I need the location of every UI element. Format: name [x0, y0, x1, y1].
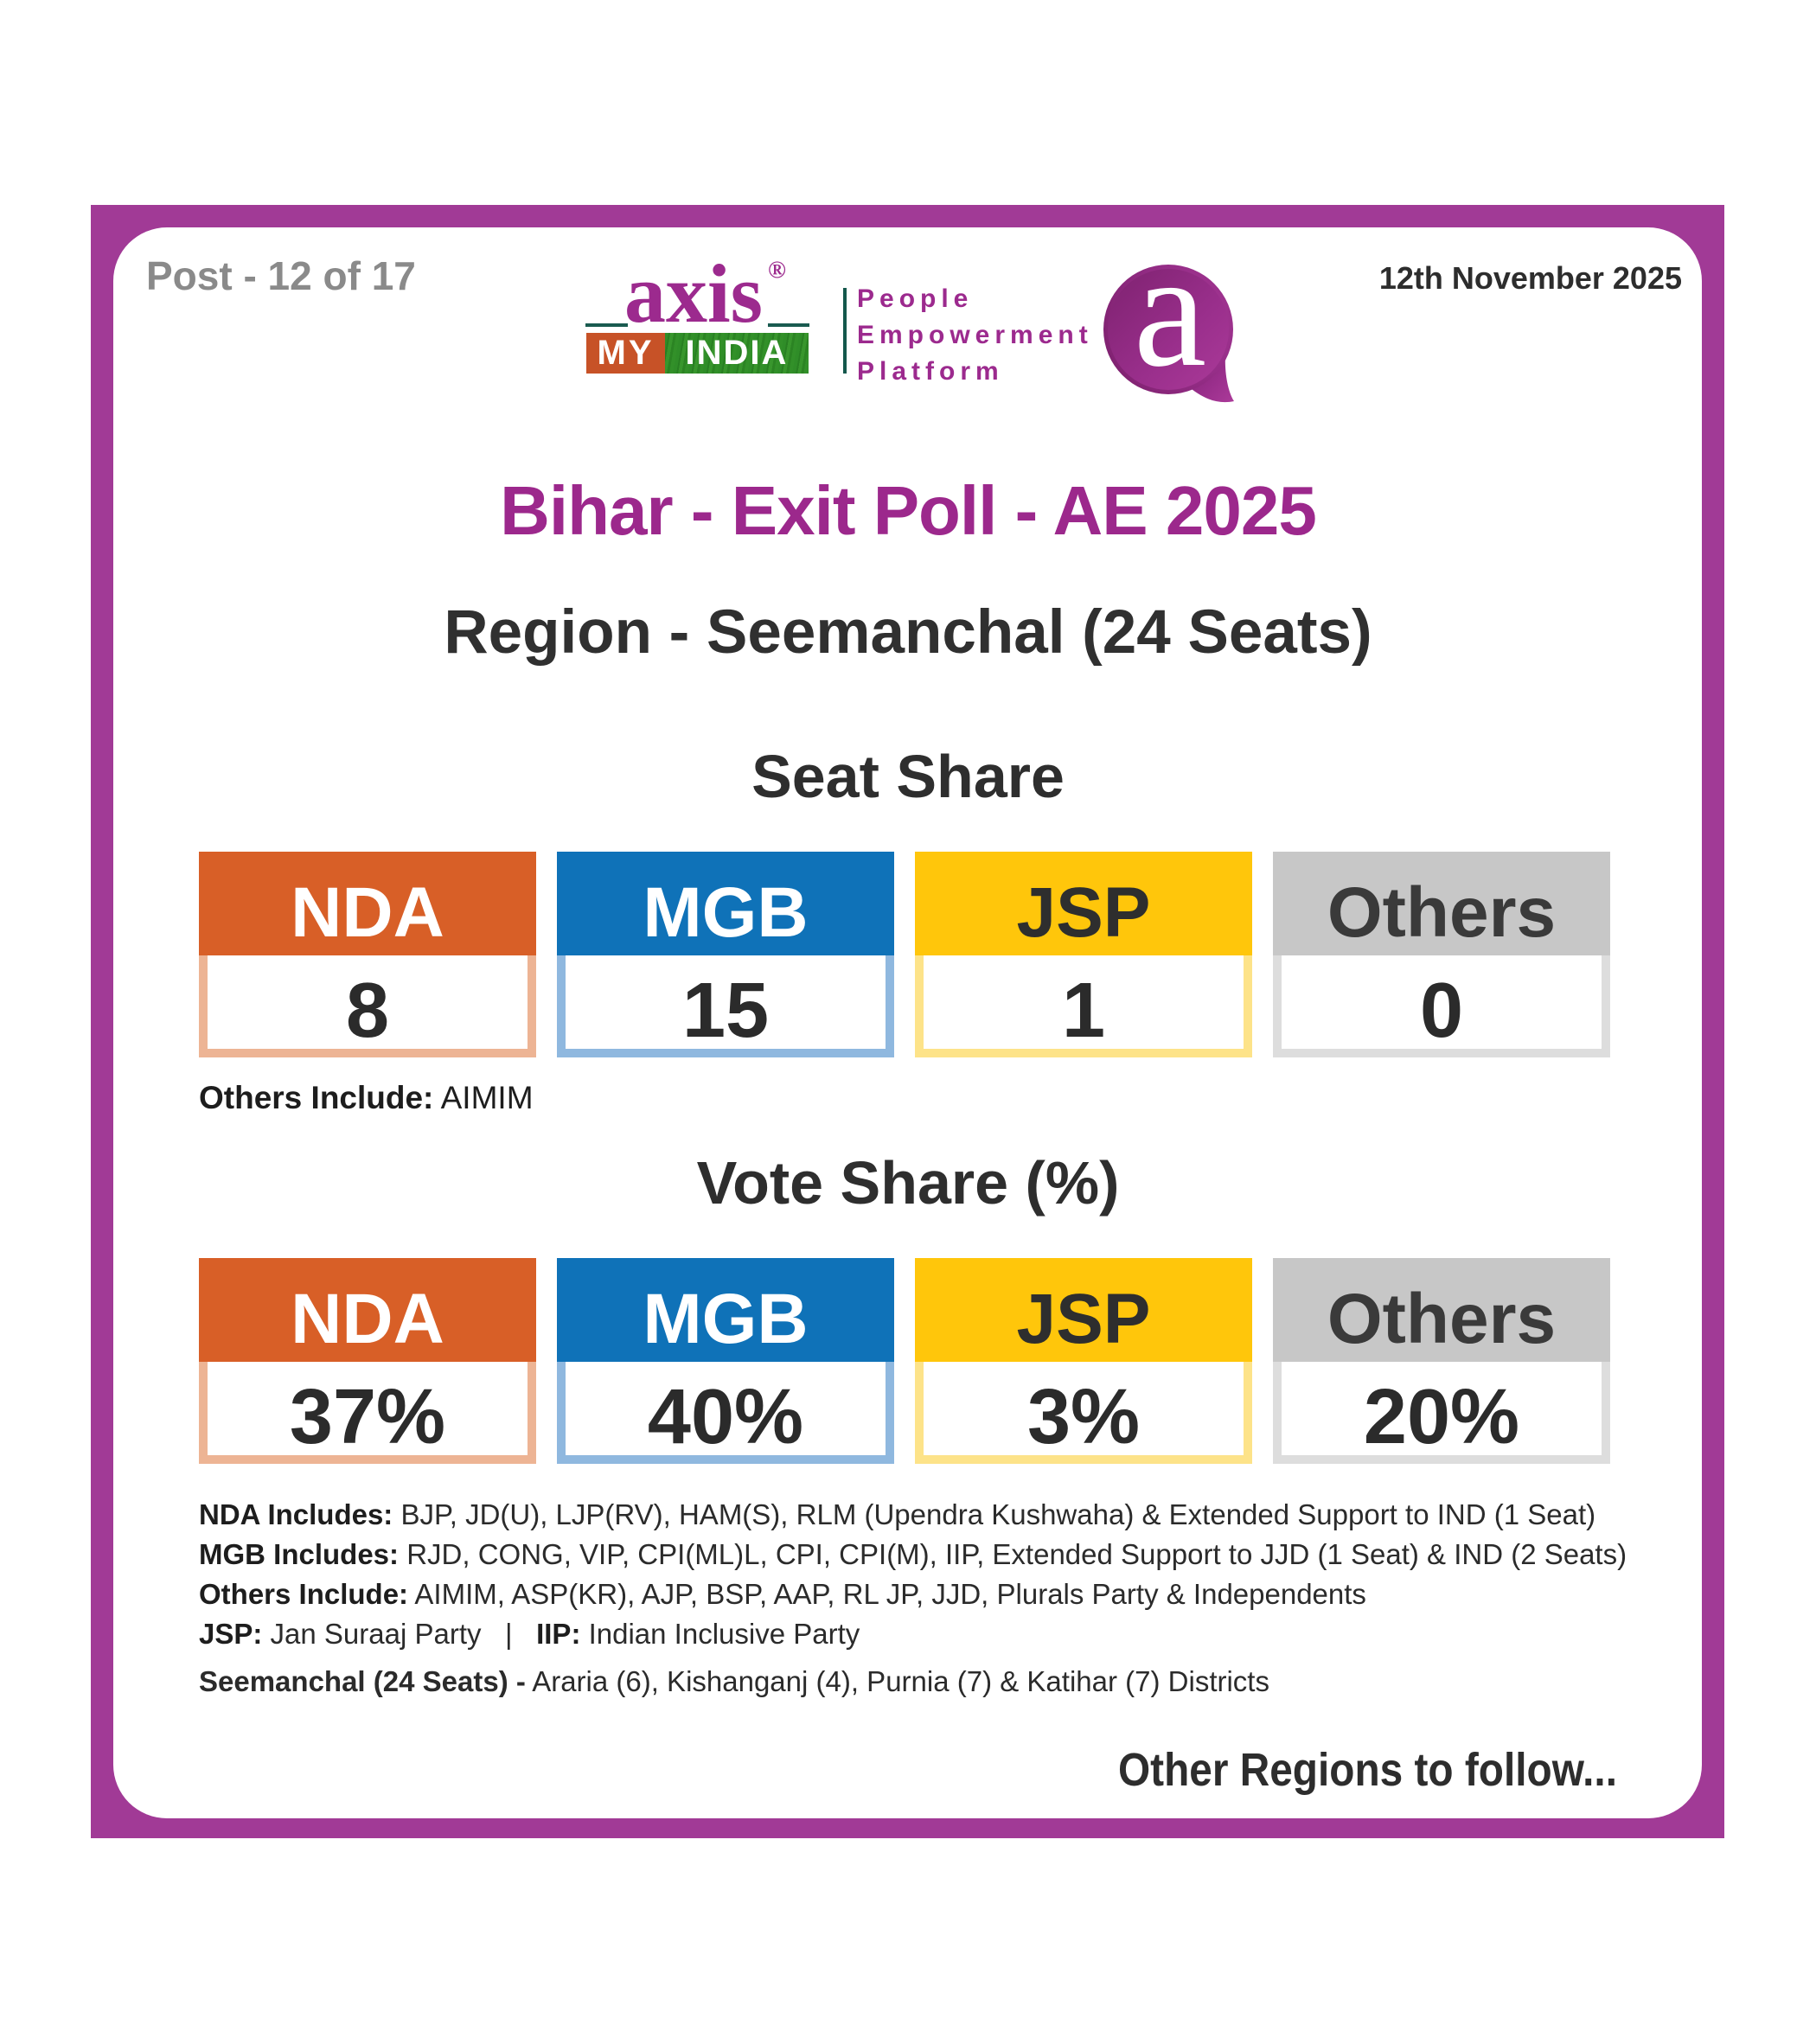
svg-text:a: a — [1134, 264, 1206, 401]
